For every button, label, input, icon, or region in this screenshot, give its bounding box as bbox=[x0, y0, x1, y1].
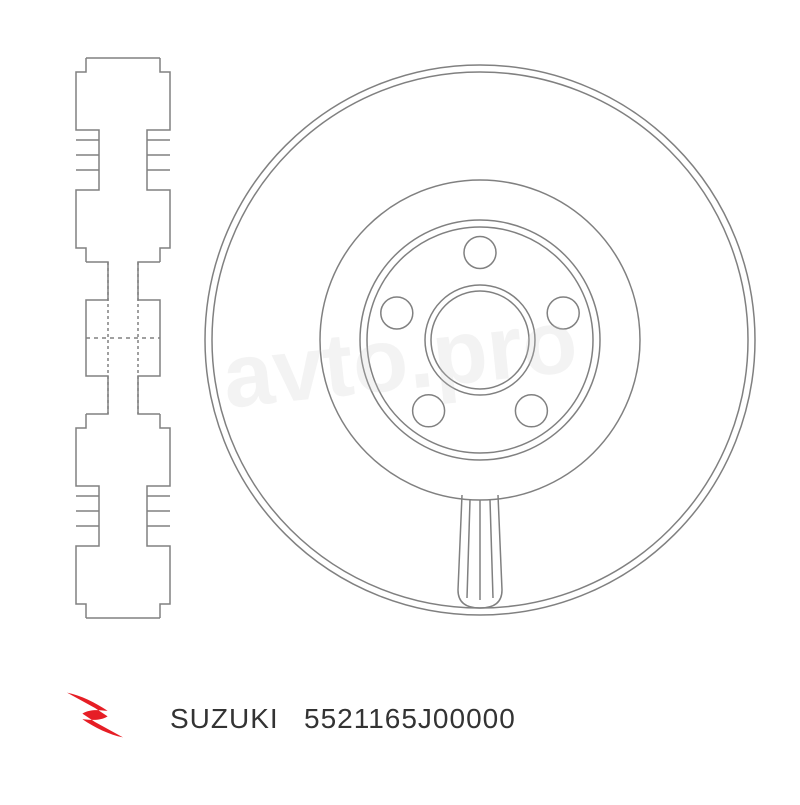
suzuki-logo-icon bbox=[60, 680, 130, 750]
brand-label: SUZUKI bbox=[170, 703, 279, 735]
side-view bbox=[76, 58, 170, 618]
front-view bbox=[205, 65, 755, 615]
part-number-label: 5521165J00000 bbox=[304, 703, 516, 735]
